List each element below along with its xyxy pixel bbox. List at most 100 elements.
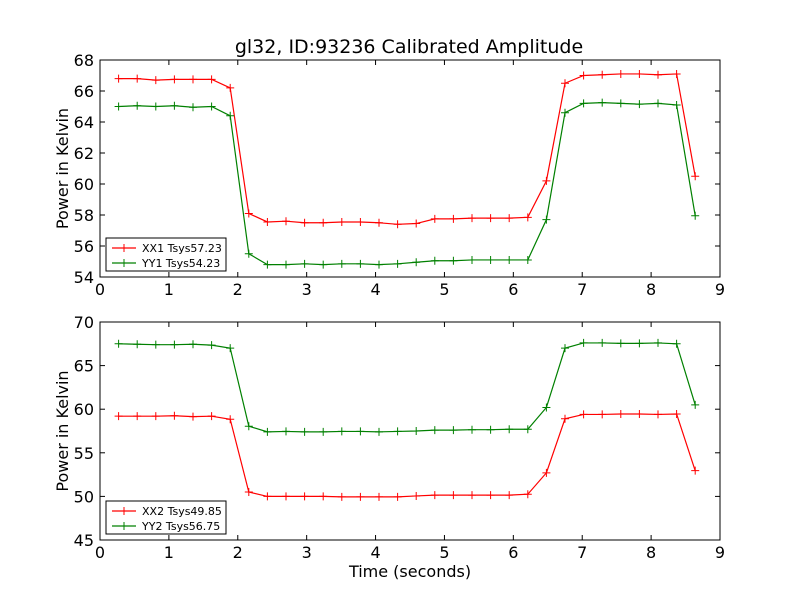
data-point-bottom-2-18 bbox=[430, 426, 439, 435]
y-tick-label-top-64: 64 bbox=[74, 113, 94, 132]
legend-marker-top-1 bbox=[120, 244, 128, 252]
data-point-top-2-21 bbox=[486, 255, 495, 264]
data-point-bottom-2-24 bbox=[542, 403, 551, 412]
data-point-top-1-4 bbox=[170, 75, 179, 84]
data-point-top-1-28 bbox=[616, 69, 625, 78]
legend-label-top-2: YY1 Tsys54.23 bbox=[141, 257, 220, 270]
data-point-bottom-1-10 bbox=[282, 492, 290, 501]
data-point-bottom-2-27 bbox=[598, 338, 607, 347]
data-point-bottom-2-10 bbox=[282, 427, 290, 436]
data-point-top-1-29 bbox=[635, 69, 644, 78]
data-point-top-2-18 bbox=[430, 256, 439, 265]
data-point-top-1-22 bbox=[505, 214, 514, 223]
data-point-bottom-2-15 bbox=[375, 427, 383, 436]
data-point-top-1-3 bbox=[151, 76, 160, 85]
data-point-top-2-5 bbox=[189, 103, 197, 112]
legend-bottom: XX2 Tsys49.85 YY2 Tsys56.75 bbox=[105, 500, 227, 535]
data-point-top-2-28 bbox=[616, 99, 625, 108]
data-point-bottom-2-30 bbox=[654, 338, 662, 347]
x-tick-label-top-1: 1 bbox=[164, 280, 174, 299]
data-point-bottom-2-13 bbox=[337, 427, 346, 436]
legend-label-bottom-2: YY2 Tsys56.75 bbox=[141, 520, 220, 533]
figure-title: gl32, ID:93236 Calibrated Amplitude bbox=[235, 36, 583, 58]
data-point-bottom-1-18 bbox=[430, 491, 439, 500]
data-point-bottom-1-11 bbox=[300, 492, 309, 501]
data-point-bottom-2-5 bbox=[189, 340, 197, 349]
data-point-top-1-9 bbox=[263, 217, 272, 226]
data-point-bottom-1-22 bbox=[505, 491, 514, 500]
y-tick-label-bottom-50: 50 bbox=[74, 487, 94, 506]
data-point-top-1-27 bbox=[598, 70, 607, 79]
data-point-bottom-2-7 bbox=[226, 344, 235, 353]
y-tick-label-top-56: 56 bbox=[74, 237, 94, 256]
y-axis-label-bottom: Power in Kelvin bbox=[53, 370, 72, 491]
data-point-top-2-3 bbox=[151, 102, 160, 111]
data-point-bottom-1-26 bbox=[579, 410, 588, 419]
data-point-top-1-32 bbox=[691, 172, 700, 181]
data-point-top-1-12 bbox=[319, 218, 328, 227]
data-point-top-1-6 bbox=[207, 75, 216, 84]
data-point-bottom-1-30 bbox=[654, 410, 662, 419]
data-point-bottom-1-6 bbox=[207, 412, 216, 421]
data-point-top-2-29 bbox=[635, 100, 644, 109]
data-point-top-2-2 bbox=[133, 101, 142, 110]
data-point-bottom-2-6 bbox=[207, 341, 216, 350]
y-axis-label-top: Power in Kelvin bbox=[53, 108, 72, 229]
data-point-bottom-2-2 bbox=[133, 340, 142, 349]
y-tick-label-top-68: 68 bbox=[74, 51, 94, 70]
data-point-bottom-1-2 bbox=[133, 412, 142, 421]
data-point-top-1-19 bbox=[449, 214, 458, 223]
data-point-bottom-2-14 bbox=[356, 427, 365, 436]
series-line-bottom-2 bbox=[118, 342, 696, 433]
data-point-top-2-7 bbox=[226, 111, 235, 120]
series-line-bottom-1 bbox=[118, 413, 696, 498]
x-tick-label-top-3: 3 bbox=[302, 280, 312, 299]
data-point-bottom-2-19 bbox=[449, 426, 458, 435]
data-point-top-1-2 bbox=[133, 74, 142, 83]
legend-label-bottom-1: XX2 Tsys49.85 bbox=[142, 505, 222, 518]
data-point-bottom-1-1 bbox=[114, 412, 123, 421]
data-point-top-1-23 bbox=[523, 213, 532, 222]
data-point-bottom-1-20 bbox=[468, 491, 476, 500]
data-point-top-2-27 bbox=[598, 98, 607, 107]
x-tick-label-top-7: 7 bbox=[577, 280, 587, 299]
data-point-bottom-2-23 bbox=[523, 425, 532, 434]
data-point-top-2-19 bbox=[449, 256, 458, 265]
x-tick-label-top-2: 2 bbox=[233, 280, 243, 299]
data-point-bottom-2-11 bbox=[300, 427, 309, 436]
data-point-bottom-2-22 bbox=[505, 425, 514, 434]
data-point-top-1-7 bbox=[226, 83, 235, 92]
plot-frame-top bbox=[99, 59, 721, 278]
data-point-top-2-25 bbox=[561, 108, 569, 117]
data-point-top-1-17 bbox=[412, 219, 421, 228]
y-tick-label-top-54: 54 bbox=[74, 268, 94, 287]
data-point-bottom-1-25 bbox=[561, 414, 569, 423]
x-tick-label-top-4: 4 bbox=[370, 280, 380, 299]
x-tick-label-bottom-0: 0 bbox=[95, 543, 105, 562]
x-tick-label-bottom-3: 3 bbox=[302, 543, 312, 562]
data-point-top-1-11 bbox=[300, 218, 309, 227]
data-point-top-2-13 bbox=[337, 259, 346, 268]
data-point-bottom-1-28 bbox=[616, 409, 625, 418]
data-point-top-2-9 bbox=[263, 260, 272, 269]
x-tick-label-top-9: 9 bbox=[715, 280, 725, 299]
data-point-bottom-1-32 bbox=[691, 466, 700, 475]
data-point-bottom-1-15 bbox=[375, 492, 383, 501]
series-line-top-1 bbox=[118, 73, 696, 225]
data-point-bottom-1-27 bbox=[598, 410, 607, 419]
data-point-bottom-2-8 bbox=[244, 422, 253, 431]
data-point-top-1-13 bbox=[337, 217, 346, 226]
data-point-bottom-1-13 bbox=[337, 492, 346, 501]
data-point-bottom-2-21 bbox=[486, 425, 495, 434]
data-point-top-2-4 bbox=[170, 101, 179, 110]
data-point-bottom-1-31 bbox=[672, 409, 681, 418]
x-tick-label-bottom-6: 6 bbox=[508, 543, 518, 562]
data-point-bottom-1-23 bbox=[523, 490, 532, 499]
data-point-bottom-2-25 bbox=[561, 344, 569, 353]
data-point-top-2-8 bbox=[244, 249, 253, 258]
y-tick-label-top-62: 62 bbox=[74, 144, 94, 163]
data-point-bottom-1-29 bbox=[635, 409, 644, 418]
